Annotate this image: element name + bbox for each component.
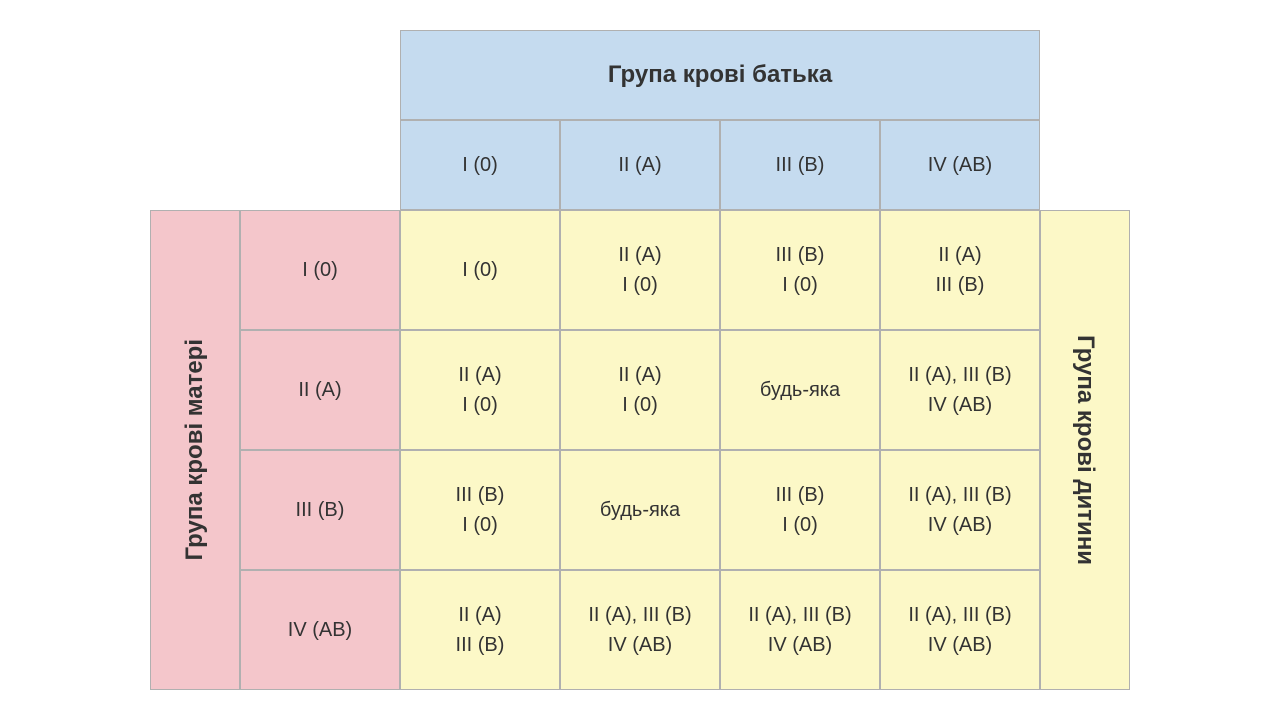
father-title-text: Група крові батька (608, 57, 832, 93)
mother-row-1: II (A) (240, 330, 400, 450)
mother-title: Група крові матері (150, 210, 240, 690)
mother-row-0: I (0) (240, 210, 400, 330)
cell-1-1: II (A)I (0) (560, 330, 720, 450)
father-col-0: I (0) (400, 120, 560, 210)
spacer (150, 120, 240, 210)
cell-2-1: будь-яка (560, 450, 720, 570)
cell-0-1: II (A)I (0) (560, 210, 720, 330)
father-title: Група крові батька (400, 30, 1040, 120)
blood-type-table: Група крові батька I (0) II (A) III (B) … (150, 30, 1130, 690)
mother-title-text: Група крові матері (177, 339, 213, 561)
cell-1-0: II (A)I (0) (400, 330, 560, 450)
child-title-text: Група крові дитини (1067, 335, 1103, 565)
cell-0-0: I (0) (400, 210, 560, 330)
spacer (1040, 120, 1130, 210)
spacer (150, 30, 240, 120)
cell-1-2: будь-яка (720, 330, 880, 450)
mother-row-3: IV (AB) (240, 570, 400, 690)
father-col-3: IV (AB) (880, 120, 1040, 210)
father-col-2: III (B) (720, 120, 880, 210)
spacer (240, 120, 400, 210)
cell-2-3: II (A), III (B)IV (AB) (880, 450, 1040, 570)
cell-3-3: II (A), III (B)IV (AB) (880, 570, 1040, 690)
father-col-1: II (A) (560, 120, 720, 210)
cell-2-0: III (B)I (0) (400, 450, 560, 570)
child-title: Група крові дитини (1040, 210, 1130, 690)
cell-3-0: II (A)III (B) (400, 570, 560, 690)
cell-0-3: II (A)III (B) (880, 210, 1040, 330)
cell-2-2: III (B)I (0) (720, 450, 880, 570)
cell-1-3: II (A), III (B)IV (AB) (880, 330, 1040, 450)
cell-0-2: III (B)I (0) (720, 210, 880, 330)
spacer (240, 30, 400, 120)
cell-3-2: II (A), III (B)IV (AB) (720, 570, 880, 690)
mother-row-2: III (B) (240, 450, 400, 570)
cell-3-1: II (A), III (B)IV (AB) (560, 570, 720, 690)
spacer (1040, 30, 1130, 120)
